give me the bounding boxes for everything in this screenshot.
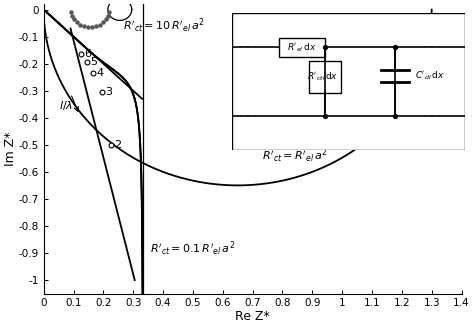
Text: · · ·: · · ·	[239, 43, 257, 52]
Text: $R'_{ct} = 0.1\,R'_{el}\,a^2$: $R'_{ct} = 0.1\,R'_{el}\,a^2$	[150, 240, 235, 258]
Text: $l/\lambda_c = 1$: $l/\lambda_c = 1$	[303, 88, 343, 102]
X-axis label: Re Z*: Re Z*	[235, 310, 270, 323]
Text: 3: 3	[105, 87, 112, 97]
Y-axis label: Im Z*: Im Z*	[4, 132, 17, 166]
Text: · · ·: · · ·	[423, 43, 441, 52]
Text: 2: 2	[114, 140, 121, 150]
Bar	[309, 61, 341, 93]
Text: 5: 5	[90, 57, 97, 67]
Text: · · ·: · · ·	[239, 111, 257, 121]
Text: $R'_{ct} = 10\,R'_{el}\,a^2$: $R'_{ct} = 10\,R'_{el}\,a^2$	[123, 17, 205, 35]
Text: · · ·: · · ·	[423, 111, 441, 121]
Text: $R'_{ct} = R'_{el}\,a^2$: $R'_{ct} = R'_{el}\,a^2$	[262, 146, 328, 165]
Text: $C'_{dl}\,\mathrm{d}x$: $C'_{dl}\,\mathrm{d}x$	[415, 70, 444, 82]
Text: $R'_{el}\,\mathrm{d}x$: $R'_{el}\,\mathrm{d}x$	[287, 41, 317, 54]
Text: 4: 4	[97, 68, 104, 78]
Bar	[279, 38, 325, 57]
Text: $l/\lambda$: $l/\lambda$	[59, 99, 73, 112]
Text: 6: 6	[84, 49, 91, 59]
Text: $R'_{ct}/\mathrm{d}x$: $R'_{ct}/\mathrm{d}x$	[307, 71, 338, 83]
